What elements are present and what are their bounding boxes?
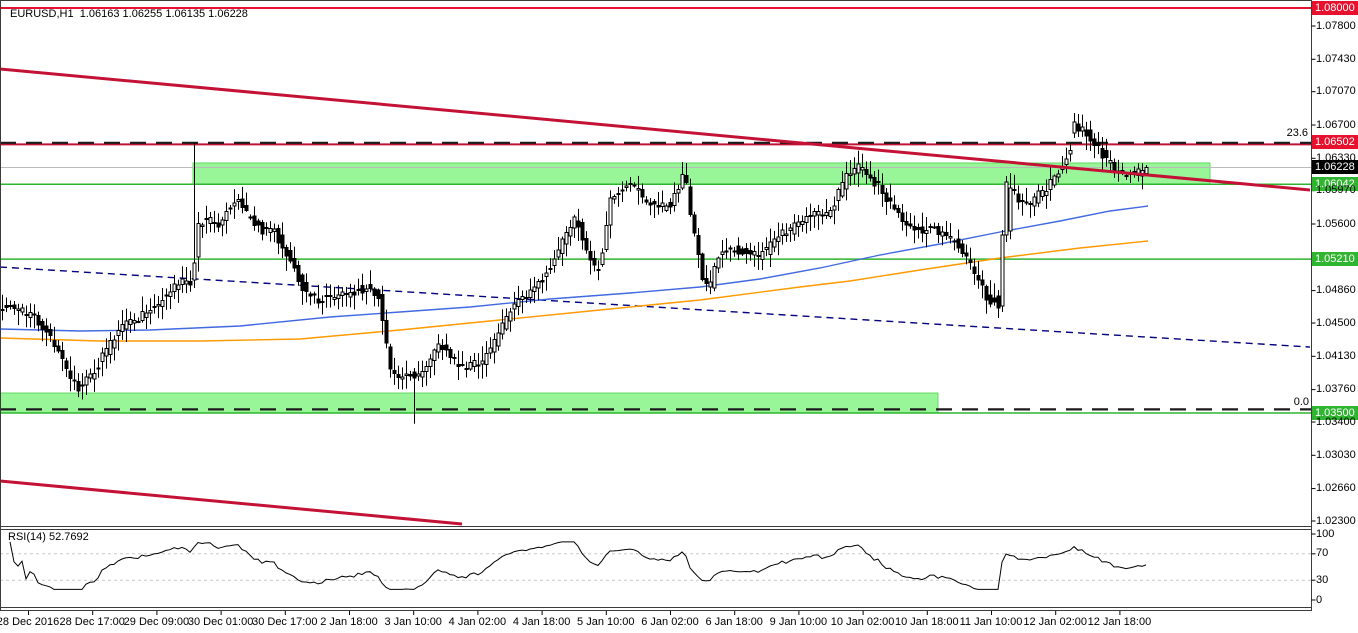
frame-layer (0, 0, 1316, 615)
ma-slow-orange (0, 240, 1149, 342)
time-label: 30 Dec 01:00 (187, 616, 254, 628)
time-label: 30 Dec 17:00 (252, 616, 318, 628)
time-label: 11 Jan 10:00 (959, 616, 1023, 628)
symbol-timeframe-label: EURUSD,H1 (10, 8, 74, 20)
candles-layer (0, 113, 1149, 424)
fib-236-label: 23.6 (1286, 127, 1308, 139)
price-label-1.02660: 1.02660 (1316, 482, 1356, 495)
time-label: 4 Jan 18:00 (512, 616, 571, 628)
fib-00-label: 0.0 (1293, 396, 1309, 408)
price-tag-1.06502: 1.06502 (1312, 135, 1358, 150)
time-label: 6 Jan 02:00 (641, 616, 699, 628)
chart-title: EURUSD,H1 1.06163 1.06255 1.06135 1.0622… (10, 8, 248, 20)
price-tag-1.03500: 1.03500 (1312, 405, 1358, 420)
price-label-1.06700: 1.06700 (1316, 118, 1356, 131)
rsi-value: 52.7692 (48, 531, 89, 543)
time-label: 9 Jan 10:00 (769, 616, 828, 628)
time-label: 12 Jan 02:00 (1023, 616, 1087, 628)
price-tag-1.08000: 1.08000 (1312, 0, 1358, 15)
price-tag-1.06042: 1.06042 (1312, 176, 1358, 191)
rsi-label: RSI(14) (8, 531, 46, 543)
rsi-level-label-70: 70 (1316, 547, 1329, 560)
time-label: 6 Jan 18:00 (705, 616, 763, 628)
price-tag-1.06228: 1.06228 (1312, 159, 1358, 174)
time-label: 28 Dec 17:00 (59, 616, 125, 628)
rsi-indicator-title: RSI(14) 52.7692 (8, 531, 89, 543)
time-label: 10 Jan 18:00 (894, 616, 959, 628)
rsi-line (9, 541, 1147, 590)
time-label: 12 Jan 18:00 (1087, 616, 1152, 628)
time-label: 10 Jan 02:00 (830, 616, 895, 628)
zones-layer (0, 162, 1211, 414)
rsi-level-label-100: 100 (1316, 527, 1335, 540)
time-label: 2 Jan 18:00 (320, 616, 378, 628)
trendlines-layer (0, 67, 1311, 526)
rsi-layer (0, 541, 1311, 590)
price-label-1.03760: 1.03760 (1316, 383, 1356, 396)
price-tag-1.05210: 1.05210 (1312, 251, 1358, 266)
time-label: 28 Dec 2016 (0, 616, 60, 628)
price-label-1.05600: 1.05600 (1316, 217, 1356, 230)
price-label-1.07070: 1.07070 (1316, 85, 1356, 98)
time-label: 3 Jan 10:00 (384, 616, 442, 628)
price-label-1.07430: 1.07430 (1316, 52, 1356, 65)
time-label: 4 Jan 02:00 (448, 616, 507, 628)
price-label-1.07800: 1.07800 (1316, 19, 1356, 32)
price-label-1.03030: 1.03030 (1316, 448, 1356, 461)
price-label-1.05970: 1.05970 (1316, 184, 1356, 197)
price-label-1.04500: 1.04500 (1316, 316, 1356, 329)
rsi-level-label-0: 0 (1316, 593, 1323, 606)
time-label: 5 Jan 10:00 (577, 616, 635, 628)
price-label-1.04130: 1.04130 (1316, 349, 1356, 362)
price-label-1.02300: 1.02300 (1316, 514, 1356, 527)
price-label-1.03400: 1.03400 (1316, 415, 1356, 428)
time-label: 29 Dec 09:00 (123, 616, 190, 628)
price-label-1.04860: 1.04860 (1316, 284, 1356, 297)
ohlc-readout: 1.06163 1.06255 1.06135 1.06228 (79, 8, 248, 20)
rsi-level-label-30: 30 (1316, 573, 1329, 586)
